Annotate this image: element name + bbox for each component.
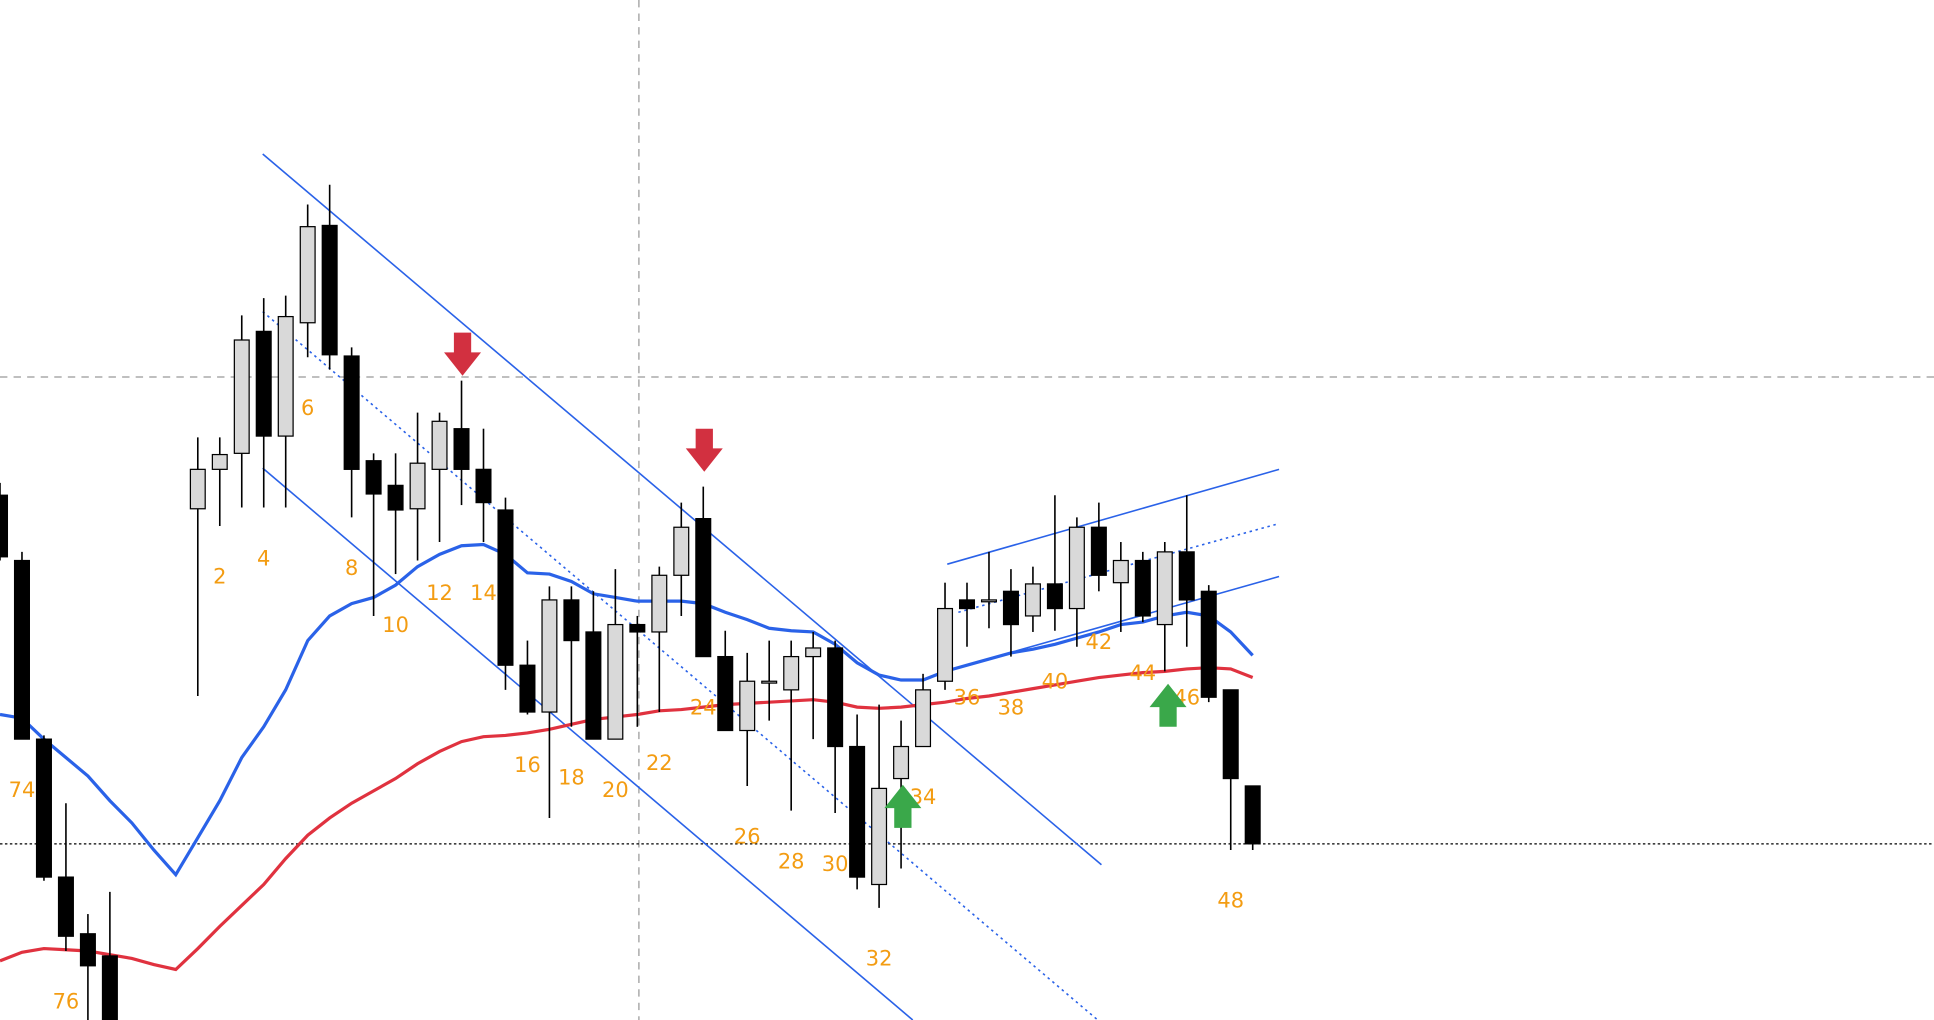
candle-body (783, 655, 800, 691)
candle-body (233, 339, 250, 454)
candle-body (980, 599, 997, 603)
bar-label: 26 (734, 825, 761, 849)
candle-body (13, 559, 30, 740)
candle-body (1134, 559, 1151, 617)
trend-line (974, 575, 1280, 664)
candle-body (871, 787, 888, 886)
candle-body (629, 623, 646, 633)
bar-label: 30 (822, 852, 849, 876)
candle-body (849, 745, 866, 878)
candle-body (915, 689, 932, 748)
bar-label: 6 (301, 396, 314, 420)
candle-body (585, 631, 602, 740)
candle-body (1178, 551, 1195, 601)
trend-line (262, 311, 1099, 1020)
bar-label: 10 (382, 613, 409, 637)
candle-body (761, 680, 778, 684)
moving-average (0, 542, 1254, 878)
candle-body (101, 955, 118, 1020)
bar-label: 4 (257, 546, 270, 570)
candle-body (893, 745, 910, 780)
candle-body (365, 460, 382, 495)
sell-arrow (444, 332, 482, 376)
candle-body (1156, 551, 1173, 626)
candle-body (1112, 559, 1129, 584)
candle-body (937, 607, 954, 682)
candle-body (1090, 526, 1107, 576)
candle-body (453, 428, 470, 470)
candle-body (1068, 526, 1085, 610)
candle-body (717, 655, 734, 732)
bar-label: 74 (9, 778, 36, 802)
candle-body (1046, 583, 1063, 610)
candle-body (255, 330, 272, 437)
candle-body (1222, 689, 1239, 780)
candle-body (563, 599, 580, 642)
candle-body (519, 664, 536, 713)
candle-body (1002, 590, 1019, 626)
bar-label: 36 (954, 685, 981, 709)
candle-body (35, 738, 52, 878)
bar-label: 22 (646, 751, 673, 775)
bar-label: 48 (1217, 889, 1244, 913)
candle-body (805, 647, 822, 658)
bar-label: 38 (998, 695, 1025, 719)
candle-body (321, 224, 338, 356)
candle-body (211, 453, 228, 470)
candle-body (343, 355, 360, 470)
signals (444, 332, 1187, 828)
bar-label: 28 (778, 849, 805, 873)
bar-label: 42 (1086, 630, 1113, 654)
moving-average (0, 666, 1254, 972)
candle-body (277, 315, 294, 437)
candle-body (189, 468, 206, 510)
candle-body (497, 509, 514, 666)
bar-label: 20 (602, 778, 629, 802)
candle-body (79, 933, 96, 967)
bar-label: 24 (690, 695, 717, 719)
bar-label: 76 (53, 990, 80, 1014)
bar-label: 40 (1042, 669, 1069, 693)
bar-label: 44 (1129, 661, 1156, 685)
buy-arrow (1149, 683, 1187, 727)
candle-body (541, 599, 558, 713)
buy-arrow (884, 784, 922, 828)
bar-label: 14 (470, 581, 497, 605)
candle-body (827, 647, 844, 748)
candle-body (607, 623, 624, 740)
candle-body (0, 494, 9, 558)
bar-label: 16 (514, 753, 541, 777)
candle-body (299, 226, 316, 324)
candle-body (387, 484, 404, 511)
candle-body (409, 462, 426, 510)
trend-line (947, 468, 1280, 565)
candle-body (57, 876, 74, 937)
candle-body (958, 599, 976, 610)
candle-body (1244, 785, 1261, 845)
candle-body (431, 420, 448, 470)
candle-body (739, 680, 756, 732)
bar-label: 18 (558, 766, 585, 790)
bar-label: 12 (426, 581, 453, 605)
bar-label: 32 (866, 947, 893, 971)
sell-arrow (685, 428, 723, 472)
bar-label: 2 (213, 565, 226, 589)
candle-body (1200, 590, 1217, 698)
bar-label: 8 (345, 556, 358, 580)
trend-line (262, 467, 914, 1020)
candle-body (695, 518, 712, 658)
candle-body (673, 526, 690, 576)
candle-body (1024, 583, 1041, 617)
candle-body (651, 574, 668, 633)
candle-body (475, 468, 492, 504)
